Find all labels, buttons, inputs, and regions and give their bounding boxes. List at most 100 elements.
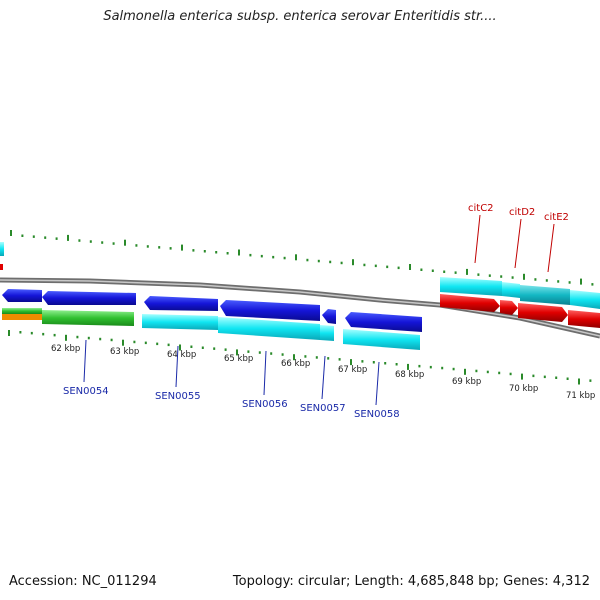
minor-tick: [386, 265, 389, 269]
minor-tick: [53, 333, 56, 337]
major-tick: [293, 354, 295, 361]
cyan-feature-track: [142, 314, 420, 350]
minor-tick: [30, 331, 33, 335]
minor-tick: [306, 258, 309, 262]
gene-label[interactable]: citD2: [509, 207, 535, 218]
ruler-labels: 62 kbp 63 kbp 64 kbp 65 kbp 66 kbp 67 kb…: [51, 344, 595, 401]
minor-tick: [420, 268, 423, 271]
genome-summary: Topology: circular; Length: 4,685,848 bp…: [232, 574, 590, 589]
forward-strand-genes: [2, 289, 422, 332]
cds-arrow[interactable]: [2, 289, 42, 302]
minor-tick: [156, 342, 159, 346]
gene-label[interactable]: citC2: [468, 203, 494, 214]
lower-ruler-ticks: [8, 330, 592, 385]
minor-tick: [42, 332, 45, 336]
minor-tick: [167, 343, 170, 347]
minor-tick: [431, 269, 434, 272]
major-tick: [464, 368, 466, 375]
minor-tick: [135, 244, 138, 247]
minor-tick: [317, 259, 320, 263]
minor-tick: [545, 279, 548, 282]
reverse-cds-arrow[interactable]: [568, 310, 600, 328]
minor-tick: [249, 253, 252, 257]
minor-tick: [283, 256, 286, 260]
major-tick: [521, 373, 523, 380]
backbone-highlight: [0, 279, 600, 337]
major-tick: [124, 239, 126, 246]
major-tick: [580, 278, 582, 285]
gene-label[interactable]: SEN0058: [354, 409, 400, 420]
minor-tick: [418, 364, 421, 368]
minor-tick: [475, 369, 478, 373]
minor-tick: [372, 361, 375, 364]
minor-tick: [511, 276, 514, 279]
minor-tick: [260, 254, 263, 258]
minor-tick: [215, 251, 218, 254]
minor-tick: [112, 242, 115, 245]
cds-arrow[interactable]: [345, 312, 422, 332]
minor-tick: [144, 341, 147, 345]
ruler-label: 67 kbp: [338, 365, 367, 375]
minor-tick: [488, 274, 491, 277]
minor-tick: [397, 266, 400, 270]
minor-tick: [201, 346, 204, 349]
reverse-cds-arrow[interactable]: [518, 303, 568, 322]
cds-arrow[interactable]: [322, 309, 336, 324]
ruler-label: 64 kbp: [167, 350, 196, 360]
cds-arrow[interactable]: [42, 291, 136, 305]
major-tick: [65, 334, 67, 341]
minor-tick: [87, 336, 90, 340]
minor-tick: [327, 357, 330, 360]
reverse-cds-arrow[interactable]: [440, 294, 500, 312]
minor-tick: [76, 335, 79, 339]
major-tick: [523, 273, 525, 280]
minor-tick: [101, 241, 104, 244]
cds-arrow[interactable]: [144, 296, 218, 311]
minor-tick: [133, 340, 136, 344]
edge-feature-fragment: [0, 264, 3, 270]
minor-tick: [477, 273, 480, 276]
reverse-cds-arrow[interactable]: [500, 300, 518, 315]
ruler-label: 68 kbp: [395, 370, 424, 380]
ruler-label: 71 kbp: [566, 391, 595, 401]
minor-tick: [589, 379, 592, 382]
minor-tick: [272, 255, 275, 259]
minor-tick: [190, 345, 193, 348]
minor-tick: [224, 348, 227, 351]
minor-tick: [534, 278, 537, 281]
minor-tick: [110, 338, 113, 342]
major-tick: [352, 259, 354, 266]
minor-tick: [281, 353, 284, 356]
gene-label[interactable]: SEN0057: [300, 403, 346, 414]
gene-callouts-reverse: citC2 citD2 citE2: [468, 203, 569, 273]
minor-tick: [395, 363, 398, 366]
minor-tick: [192, 249, 195, 252]
cds-arrow[interactable]: [220, 300, 320, 321]
major-tick: [238, 249, 240, 256]
gene-label[interactable]: SEN0055: [155, 391, 201, 402]
minor-tick: [21, 234, 24, 237]
minor-tick: [203, 250, 206, 253]
minor-tick: [213, 347, 216, 350]
minor-tick: [557, 280, 560, 283]
minor-tick: [55, 237, 58, 240]
ruler-label: 70 kbp: [509, 384, 538, 394]
minor-tick: [44, 236, 47, 239]
minor-tick: [89, 240, 92, 243]
gene-label[interactable]: SEN0056: [242, 399, 288, 410]
minor-tick: [443, 270, 446, 273]
major-tick: [236, 349, 238, 356]
minor-tick: [454, 271, 457, 274]
gene-label[interactable]: SEN0054: [63, 386, 109, 397]
minor-tick: [384, 362, 387, 365]
ruler-label: 65 kbp: [224, 354, 253, 364]
gene-label[interactable]: citE2: [544, 212, 569, 223]
minor-tick: [315, 356, 318, 359]
minor-tick: [374, 264, 377, 268]
major-tick: [409, 264, 411, 270]
major-tick: [10, 230, 12, 236]
minor-tick: [99, 337, 102, 341]
major-tick: [122, 339, 124, 346]
minor-tick: [32, 235, 35, 238]
